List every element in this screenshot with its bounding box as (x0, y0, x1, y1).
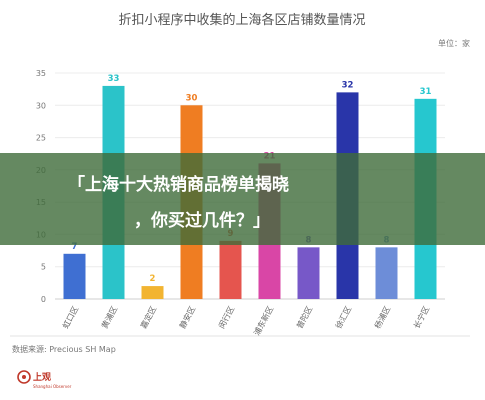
unit-label: 单位：家 (438, 38, 470, 48)
publisher-logo: 上观 Shanghai Observer (17, 370, 72, 389)
logo-name: 上观 (33, 371, 51, 383)
bar (141, 286, 164, 299)
banner-line-2: ，你买过几件？」 (134, 210, 270, 231)
y-tick-label: 35 (36, 69, 46, 78)
chart-title: 折扣小程序中收集的上海各区店铺数量情况 (118, 12, 365, 28)
y-tick-label: 25 (36, 134, 46, 143)
logo-subtitle: Shanghai Observer (33, 384, 72, 389)
value-label: 30 (186, 93, 198, 103)
bar (297, 247, 320, 299)
bar (63, 253, 86, 299)
overlay-banner (0, 153, 485, 245)
value-label: 33 (108, 74, 120, 84)
bar (375, 247, 398, 299)
y-tick-label: 0 (41, 295, 46, 304)
y-tick-label: 5 (41, 263, 46, 272)
source-note: 数据来源: Precious SH Map (12, 344, 116, 354)
value-label: 2 (150, 274, 156, 284)
banner-line-1: 「上海十大热销商品榜单揭晓 (68, 174, 289, 195)
value-label: 32 (342, 80, 354, 90)
value-label: 31 (420, 87, 432, 97)
bar (219, 240, 242, 299)
value-label: 7 (72, 242, 78, 252)
y-tick-label: 30 (36, 101, 46, 110)
logo-mark (17, 370, 31, 384)
